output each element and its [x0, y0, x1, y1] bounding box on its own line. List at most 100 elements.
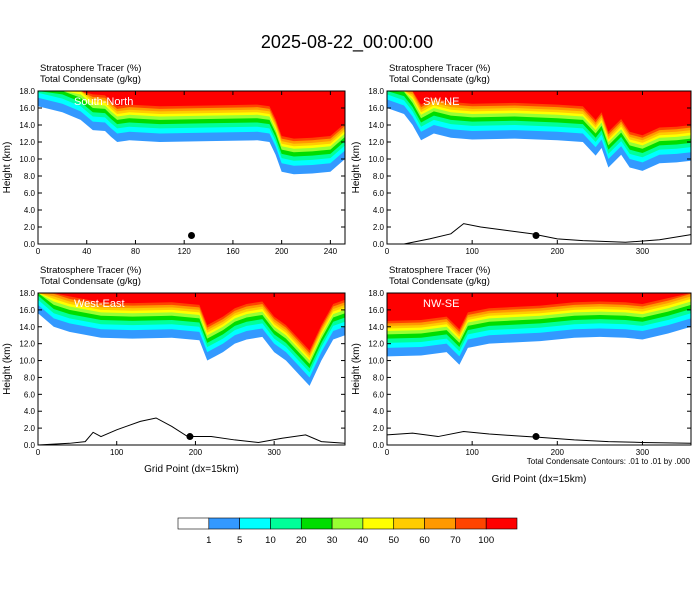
panel-title-tracer: Stratosphere Tracer (%): [40, 265, 141, 276]
colorbar-label: 5: [237, 535, 242, 546]
colorbar: 1 5 10 20 30 40 50 60 70 100: [177, 517, 518, 546]
colorbar-swatch-8: [424, 517, 456, 530]
panel-title-condensate: Total Condensate (g/kg): [40, 74, 141, 85]
x-axis-label: Grid Point (dx=15km): [144, 464, 239, 475]
y-tick-label: 6.0: [24, 390, 36, 399]
x-tick-label: 300: [267, 448, 281, 457]
x-tick-label: 200: [189, 448, 203, 457]
y-tick-label: 2.0: [373, 424, 385, 433]
colorbar-swatch-3: [270, 517, 302, 530]
colorbar-swatch-6: [362, 517, 395, 530]
colorbar-label: 100: [478, 535, 494, 546]
x-tick-label: 40: [82, 247, 91, 256]
colorbar-swatch-0: [177, 517, 210, 530]
colorbar-swatch-2: [239, 517, 271, 530]
tracer-band-10: [38, 91, 345, 139]
y-tick-label: 12.0: [368, 138, 384, 147]
y-tick-label: 10.0: [368, 357, 384, 366]
colorbar-label: 30: [327, 535, 338, 546]
plot-area: [387, 91, 691, 244]
y-tick-label: 4.0: [24, 206, 36, 215]
colorbar-label: 60: [419, 535, 430, 546]
x-tick-label: 200: [551, 247, 565, 256]
colorbar-swatch-4: [300, 517, 333, 530]
panel-title-condensate: Total Condensate (g/kg): [389, 74, 490, 85]
x-tick-label: 240: [324, 247, 338, 256]
panel-nw-se: 0.0 2.0 4.0 6.0 8.0 10.0 12.0 14.0 16.0 18.0 0 100 2…: [351, 265, 692, 485]
x-tick-label: 100: [465, 247, 479, 256]
x-axis-label: Grid Point (dx=15km): [492, 474, 587, 485]
colorbar-swatch-9: [455, 517, 487, 530]
colorbar-label: 50: [388, 535, 399, 546]
y-tick-label: 4.0: [373, 407, 385, 416]
panel-title-tracer: Stratosphere Tracer (%): [389, 265, 490, 276]
y-tick-label: 8.0: [24, 172, 36, 181]
y-tick-label: 18.0: [19, 289, 35, 298]
location-marker: [188, 232, 195, 239]
plot-frame: [386, 292, 692, 446]
y-tick-label: 0.0: [24, 240, 36, 249]
x-tick-label: 120: [178, 247, 192, 256]
y-tick-label: 14.0: [368, 323, 384, 332]
y-tick-label: 0.0: [373, 441, 385, 450]
x-tick-label: 200: [551, 448, 565, 457]
y-tick-label: 18.0: [368, 87, 384, 96]
panel-title-tracer: Stratosphere Tracer (%): [40, 63, 141, 74]
figure-title: 2025-08-22_00:00:00: [261, 32, 433, 53]
location-marker: [532, 433, 540, 441]
y-tick-label: 12.0: [19, 138, 35, 147]
location-marker: [532, 232, 540, 239]
colorbar-swatch-5: [331, 517, 364, 530]
y-tick-label: 2.0: [24, 424, 36, 433]
colorbar-label: 1: [206, 535, 211, 546]
y-tick-label: 16.0: [19, 306, 35, 315]
x-tick-label: 80: [131, 247, 140, 256]
plot-frame: [37, 292, 346, 446]
terrain-line: [387, 430, 691, 444]
colorbar-swatch-7: [393, 517, 425, 530]
y-tick-label: 6.0: [24, 189, 36, 198]
y-tick-label: 8.0: [24, 373, 36, 382]
section-label: West-East: [74, 298, 125, 310]
y-tick-label: 8.0: [373, 373, 385, 382]
panel-title-condensate: Total Condensate (g/kg): [389, 276, 490, 287]
colorbar-label: 20: [296, 535, 307, 546]
section-label: NW-SE: [423, 298, 459, 310]
x-tick-label: 300: [636, 247, 650, 256]
panel-sw-ne: 0.0 2.0 4.0 6.0 8.0 10.0 12.0 14.0 16.0 18.0 0 100 2…: [351, 63, 692, 256]
panel-title-tracer: Stratosphere Tracer (%): [389, 63, 490, 74]
y-tick-label: 6.0: [373, 189, 385, 198]
x-tick-label: 100: [465, 448, 479, 457]
x-tick-label: 0: [385, 448, 390, 457]
x-tick-label: 0: [36, 448, 41, 457]
y-tick-label: 10.0: [368, 155, 384, 164]
x-tick-label: 200: [275, 247, 289, 256]
colorbar-label: 70: [450, 535, 461, 546]
y-tick-label: 12.0: [19, 340, 35, 349]
y-tick-label: 0.0: [24, 441, 36, 450]
panels: 0.0 2.0 4.0 6.0 8.0 10.0 12.0 14.0 16.0 18.0 0 40 80…: [2, 63, 692, 485]
plot-area: [387, 293, 691, 445]
y-tick-label: 6.0: [373, 390, 385, 399]
section-label: SW-NE: [423, 96, 459, 108]
x-tick-label: 160: [226, 247, 240, 256]
plot-frame: [37, 90, 346, 245]
terrain-line: [38, 417, 345, 445]
panel-title-condensate: Total Condensate (g/kg): [40, 276, 141, 287]
contour-footnote: Total Condensate Contours: .01 to .01 by…: [527, 457, 691, 466]
tracer-band-10: [387, 91, 691, 136]
plot-area: [38, 91, 345, 244]
y-axis-label: Height (km): [2, 142, 13, 194]
y-tick-label: 0.0: [373, 240, 385, 249]
x-tick-label: 0: [385, 247, 390, 256]
y-axis-label: Height (km): [351, 142, 362, 194]
location-marker: [186, 433, 194, 441]
panel-south-north: 0.0 2.0 4.0 6.0 8.0 10.0 12.0 14.0 16.0 18.0 0 40 80…: [2, 63, 346, 256]
colorbar-swatch-1: [208, 517, 240, 530]
y-tick-label: 2.0: [373, 223, 385, 232]
plot-area: [38, 293, 345, 445]
section-label: South-North: [74, 96, 133, 108]
colorbar-label: 10: [265, 535, 276, 546]
y-tick-label: 12.0: [368, 340, 384, 349]
